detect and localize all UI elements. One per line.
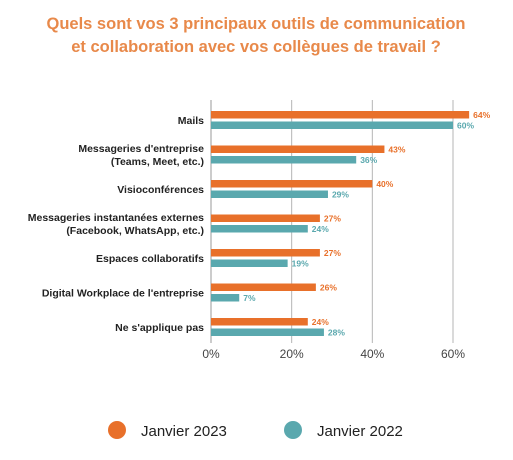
- data-label: 27%: [324, 248, 341, 258]
- bar: [211, 180, 373, 188]
- chart-title-line-2: et collaboration avec vos collègues de t…: [71, 38, 441, 56]
- data-label: 24%: [312, 224, 329, 234]
- category-label: Digital Workplace de l'entreprise: [42, 288, 204, 300]
- data-label: 28%: [328, 328, 345, 338]
- category-label: Ne s'applique pas: [115, 322, 204, 334]
- x-tick-label: 20%: [280, 347, 304, 361]
- bar: [211, 328, 324, 336]
- bar: [211, 145, 385, 153]
- data-label: 19%: [292, 259, 309, 269]
- bar: [211, 283, 316, 291]
- category-label: Messageries d'entreprise: [78, 143, 204, 155]
- data-label: 64%: [473, 110, 490, 120]
- category-label: (Facebook, WhatsApp, etc.): [66, 225, 204, 237]
- bar: [211, 111, 470, 119]
- bar: [211, 249, 320, 257]
- category-label: Visioconférences: [117, 184, 204, 196]
- bar: [211, 259, 288, 267]
- category-label: Espaces collaboratifs: [96, 253, 204, 265]
- legend-marker: [108, 421, 126, 439]
- chart-title-line-1: Quels sont vos 3 principaux outils de co…: [47, 15, 466, 33]
- data-label: 36%: [360, 155, 377, 165]
- x-tick-label: 60%: [441, 347, 465, 361]
- legend-label: Janvier 2023: [141, 423, 227, 440]
- bar: [211, 294, 240, 302]
- legend: Janvier 2023 Janvier 2022: [108, 421, 403, 440]
- bar: [211, 225, 308, 233]
- legend-label: Janvier 2022: [317, 423, 403, 440]
- bar: [211, 318, 308, 326]
- category-label: Messageries instantanées externes: [28, 212, 204, 224]
- data-label: 40%: [376, 179, 393, 189]
- bar: [211, 214, 320, 222]
- data-label: 26%: [320, 283, 337, 293]
- x-tick-label: 0%: [202, 347, 220, 361]
- data-label: 24%: [312, 317, 329, 327]
- bar: [211, 190, 328, 198]
- category-label: Mails: [178, 115, 204, 127]
- bar: [211, 121, 453, 129]
- x-tick-label: 40%: [360, 347, 384, 361]
- bars: 64%60%43%36%40%29%27%24%27%19%26%7%24%28…: [211, 110, 491, 338]
- x-axis-ticks: 0% 20% 40% 60%: [202, 347, 465, 361]
- category-label: (Teams, Meet, etc.): [111, 156, 204, 168]
- data-label: 7%: [243, 293, 256, 303]
- bar: [211, 156, 357, 164]
- category-labels: Mails Messageries d'entreprise(Teams, Mee…: [28, 115, 204, 334]
- data-label: 29%: [332, 190, 349, 200]
- legend-marker: [284, 421, 302, 439]
- data-label: 43%: [388, 145, 405, 155]
- data-label: 27%: [324, 214, 341, 224]
- data-label: 60%: [457, 121, 474, 131]
